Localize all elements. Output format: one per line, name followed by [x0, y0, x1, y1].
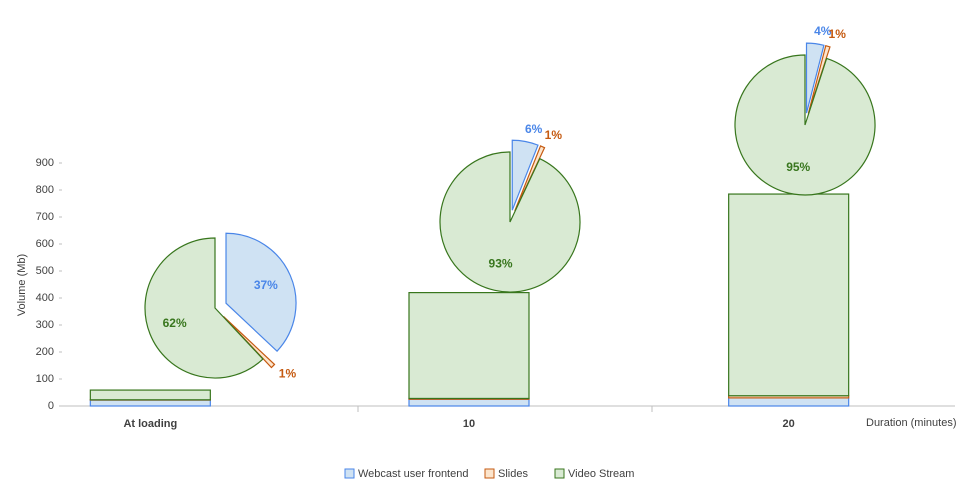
x-axis-label: Duration (minutes) [866, 417, 956, 429]
bar-segment [729, 398, 849, 406]
legend-label: Webcast user frontend [358, 468, 468, 480]
y-tick-label: 400 [36, 292, 54, 304]
pie-slice [440, 152, 580, 292]
legend-swatch [345, 469, 354, 478]
pie-label: 6% [525, 122, 543, 136]
x-tick-label: 10 [463, 418, 475, 430]
legend-swatch [485, 469, 494, 478]
y-tick-label: 900 [36, 157, 54, 169]
y-tick-label: 500 [36, 265, 54, 277]
bar-segment [90, 390, 210, 400]
y-axis-label: Volume (Mb) [16, 254, 28, 316]
legend-swatch [555, 469, 564, 478]
y-tick-label: 600 [36, 238, 54, 250]
bar-segment [409, 293, 529, 399]
pie-label: 1% [829, 27, 847, 41]
y-tick-label: 800 [36, 184, 54, 196]
bar-segment [409, 399, 529, 406]
x-tick-label: 20 [783, 418, 795, 430]
y-tick-label: 100 [36, 373, 54, 385]
x-tick-label: At loading [123, 418, 177, 430]
y-tick-label: 300 [36, 319, 54, 331]
y-tick-label: 200 [36, 346, 54, 358]
pie-label: 37% [254, 278, 278, 292]
pie-label: 1% [279, 367, 297, 381]
pie-label: 62% [163, 316, 187, 330]
y-tick-label: 700 [36, 211, 54, 223]
pie-label: 93% [489, 257, 513, 271]
legend-label: Slides [498, 468, 528, 480]
legend-label: Video Stream [568, 468, 634, 480]
pie-label: 95% [786, 160, 810, 174]
pie-label: 1% [545, 128, 563, 142]
bar-segment [729, 194, 849, 396]
y-tick-label: 0 [48, 400, 54, 412]
bar-segment [90, 400, 210, 406]
